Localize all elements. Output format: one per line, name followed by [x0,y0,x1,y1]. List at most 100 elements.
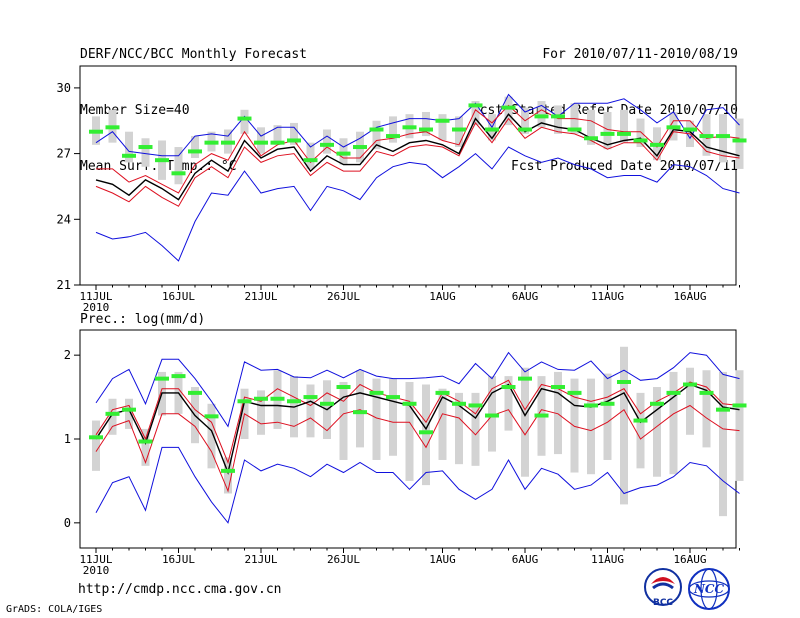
observation-marker [485,413,499,418]
observation-marker [369,390,384,395]
chart-title: Prec.: log(mm/d) [80,312,205,327]
observation-marker [237,116,252,121]
spread-box [339,381,348,460]
spread-box [570,378,579,473]
x-tick-label: 1AUG [429,290,456,303]
series-line-ens_min [95,446,740,524]
observation-marker [567,127,582,132]
y-tick-label: 0 [64,516,71,530]
x-tick-label: 16AUG [673,553,706,566]
spread-box [191,136,199,158]
series-line-ens_lower [95,404,740,493]
y-tick-label: 21 [57,278,71,292]
observation-marker [270,140,285,145]
observation-marker [435,118,450,123]
observation-marker [287,138,301,143]
observation-marker [633,138,648,143]
spread-box [306,142,315,169]
spread-box [521,367,529,477]
forecast-period: For 2010/07/11-2010/08/19 [542,47,738,62]
series-line-ens_mean [95,113,740,201]
observation-marker [303,395,318,400]
observation-marker [485,127,499,132]
spread-box [504,96,513,126]
series-line-ens_upper [95,379,740,465]
observation-marker [303,158,318,163]
observation-marker [683,382,697,387]
observation-marker [89,129,103,134]
observation-marker [386,395,400,400]
observation-marker [551,114,565,119]
observation-marker [468,403,483,408]
spread-box [719,371,727,517]
series-line-ens_upper [96,104,740,194]
observation-marker [221,468,235,473]
observation-marker [666,125,681,130]
observation-marker [204,414,219,419]
spread-box [603,111,612,150]
grads-credit: GrADS: COLA/IGES [6,604,103,615]
bcc-logo: BCC [644,568,682,608]
spread-box [636,392,645,469]
spread-box [290,122,298,145]
observation-marker [155,158,169,163]
x-year-label: 2010 [83,564,110,577]
x-year-label: 2010 [83,301,110,314]
spread-box [224,457,232,494]
spread-box [108,398,117,435]
observation-marker [320,401,334,406]
observation-marker [699,134,714,139]
series-line-ens_mean [95,383,740,475]
spread-box [438,388,447,460]
observation-marker [402,401,417,406]
spread-box [306,384,315,438]
spread-box [273,125,282,145]
chart-panel-precipitation: 0 1 2 11JUL 16JUL 21JUL 26JUL 1AUG 6AUG 11AUG 16AU… [64,312,747,577]
observation-marker [353,145,367,150]
observation-marker [617,131,631,136]
spread-box [372,378,381,460]
observation-marker [435,390,450,395]
y-tick-label: 24 [57,212,71,226]
observation-marker [155,376,169,381]
observation-marker [716,407,730,412]
x-tick-label: 6AUG [512,290,539,303]
observation-marker [336,385,351,390]
x-tick-label: 11JUL [79,290,112,303]
observation-marker [353,410,367,415]
spread-box [356,370,364,448]
spread-box [389,116,397,143]
spread-box [669,371,678,475]
observation-marker [204,140,219,145]
observation-marker [567,390,582,395]
observation-marker [320,142,334,147]
observation-marker [666,390,681,395]
y-tick-label: 2 [64,348,71,362]
observation-marker [452,401,466,406]
observation-marker [419,127,433,132]
observation-marker [617,379,631,384]
spread-box [686,367,694,435]
x-tick-label: 6AUG [512,553,539,566]
series-line-ens_max [95,351,740,428]
observation-marker [468,103,483,108]
observation-marker [501,105,516,110]
spread-box [603,373,612,460]
spread-box [554,371,562,455]
observation-marker [171,171,186,176]
observation-marker [221,140,235,145]
chart-panel-temperature: 21 24 27 30 11JUL 16JUL 21JUL 26JUL 1AUG 6AUG 11AU… [57,65,747,314]
spread-box [207,403,216,469]
y-tick-label: 30 [57,81,71,95]
observation-marker [122,407,136,412]
spread-box [372,120,381,150]
observation-marker [732,138,747,143]
observation-marker [89,435,103,440]
spread-box [92,420,100,471]
x-tick-label: 11AUG [591,290,624,303]
observation-marker [287,399,301,404]
spread-box [471,101,480,126]
source-url[interactable]: http://cmdp.ncc.cma.gov.cn [78,582,282,597]
observation-marker [732,403,747,408]
spread-box [587,109,595,145]
